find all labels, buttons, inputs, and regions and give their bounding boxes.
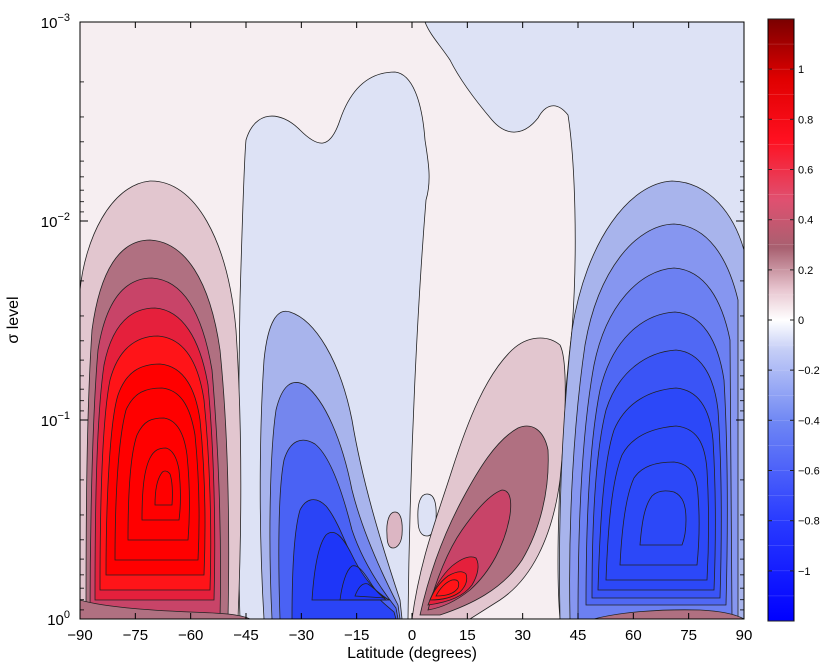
contour-sp-10: [154, 470, 173, 506]
contour-sp-6: [105, 363, 206, 576]
contour-np-6: [435, 579, 460, 597]
y-axis-title: σ level: [5, 296, 22, 343]
y-tick-label-base: 10: [41, 413, 58, 430]
contour-eq-small-positive: [386, 511, 403, 549]
contour-nn-9: [639, 490, 687, 546]
contour-sp-7: [114, 387, 200, 561]
x-tick-label: −45: [233, 627, 258, 644]
colorbar-tick-label: 1: [798, 64, 804, 76]
contour-sn-5: [311, 531, 388, 601]
x-axis-title: Latitude (degrees): [347, 645, 477, 662]
northern-negative-cell: [559, 180, 744, 619]
contour-surface-south: [80, 599, 251, 619]
y-tick-label: 10−3: [41, 12, 70, 32]
x-tick-label: 15: [459, 627, 476, 644]
colorbar-tick-label: 0.4: [798, 215, 813, 227]
contour-surface-north: [593, 609, 744, 619]
colorbar-tick-label: −1: [798, 566, 811, 578]
colorbar-tick-label: 0.2: [798, 265, 813, 277]
colorbar-tick-label: 0.8: [798, 114, 813, 126]
y-tick-label: 10−1: [41, 410, 70, 430]
colorbar-tick-label: 0.6: [798, 165, 813, 177]
colorbar-tick-label: −0.4: [798, 415, 820, 427]
x-tick-label: −75: [123, 627, 148, 644]
y-tick-label-base: 10: [41, 214, 58, 231]
x-tick-label: 90: [736, 627, 753, 644]
colorbar-tick-label: −0.6: [798, 466, 820, 478]
y-tick-label-exponent: 0: [64, 609, 70, 621]
y-tick-label-exponent: −2: [57, 211, 70, 223]
colorbar-tick-label: 0: [798, 315, 804, 327]
x-tick-label: 45: [570, 627, 587, 644]
x-tick-label: 75: [680, 627, 697, 644]
x-tick-label: −90: [67, 627, 92, 644]
x-tick-label: 30: [514, 627, 531, 644]
southern-positive-cell: [80, 180, 242, 619]
colorbar-ticks: 1 0.8 0.6 0.4 0.2 0 −0.2 −0.4 −0.6 −0.8 −1: [768, 18, 820, 622]
contour-sp-9: [141, 447, 181, 521]
contour-np-5: [429, 571, 468, 601]
contour-nn-7: [605, 425, 709, 581]
colorbar-tick-label: −0.2: [798, 365, 820, 377]
x-tick-label: 0: [408, 627, 416, 644]
y-tick-label: 100: [47, 609, 70, 629]
x-tick-label: −60: [178, 627, 203, 644]
x-tick-label: 60: [625, 627, 642, 644]
y-tick-label-base: 10: [47, 612, 64, 629]
x-tick-label: −15: [344, 627, 369, 644]
x-axis: −90 −75 −60 −45 −30 −15 0 15 30 45 60 75 90: [67, 22, 752, 644]
colorbar-tick-label: −0.8: [798, 516, 820, 528]
contour-nn-6: [597, 387, 716, 591]
contour-sn-7: [354, 583, 388, 599]
y-tick-label-exponent: −3: [57, 12, 70, 24]
x-tick-label: −30: [289, 627, 314, 644]
contour-nn-8: [619, 461, 700, 566]
plot-area: [80, 22, 744, 619]
y-tick-label: 10−2: [41, 211, 70, 231]
northern-positive-cell: [411, 337, 566, 619]
contour-sp-8: [127, 417, 190, 541]
y-tick-label-exponent: −1: [57, 410, 70, 422]
y-tick-label-base: 10: [41, 15, 58, 32]
colorbar: 1 0.8 0.6 0.4 0.2 0 −0.2 −0.4 −0.6 −0.8 −1: [767, 18, 820, 622]
contour-sn-6: [339, 565, 391, 601]
southern-negative-cell: [259, 310, 403, 619]
